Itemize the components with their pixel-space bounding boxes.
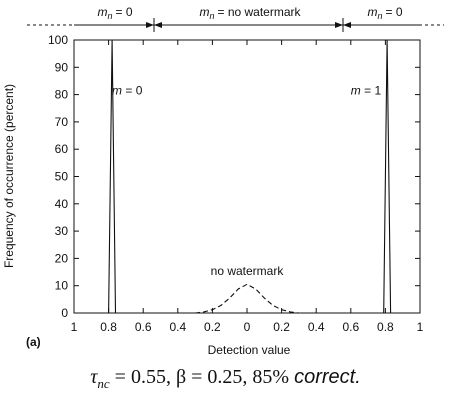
y-axis-label: Frequency of occurrence (percent): [2, 84, 16, 268]
x-tick-label: 0.2: [204, 320, 221, 334]
caption-tau-sub: nc: [97, 376, 110, 391]
y-tick-label: 60: [55, 142, 69, 156]
panel-label: (a): [26, 335, 41, 349]
x-tick-label: 0.8: [100, 320, 117, 334]
y-tick-label: 100: [48, 33, 68, 47]
x-axis-label: Detection value: [208, 343, 291, 357]
y-tick-label: 20: [55, 251, 69, 265]
region-label-right: mn = 0: [367, 5, 402, 21]
y-tick-label: 10: [55, 279, 69, 293]
annotation-label: m = 0: [112, 84, 143, 98]
arrow-right-to-threshold: [343, 22, 351, 28]
y-tick-label: 70: [55, 115, 69, 129]
caption-tau: τ: [90, 366, 98, 388]
annotation-label: no watermark: [211, 264, 285, 278]
x-tick-label: 1: [417, 320, 424, 334]
y-tick-label: 50: [55, 170, 69, 184]
x-tick-label: 0.6: [342, 320, 359, 334]
x-tick-label: 0.2: [273, 320, 290, 334]
arrow-middle-left: [154, 22, 162, 28]
arrow-middle-right: [335, 22, 343, 28]
region-indicator: mn = 0 mn = no watermark mn = 0: [27, 5, 444, 32]
caption-word: correct.: [294, 366, 361, 388]
x-tick-label: 0.4: [308, 320, 325, 334]
region-label-left: mn = 0: [97, 5, 132, 21]
y-axis-ticks: 0 10 20 30 40 50 60 70 80 90 100: [48, 33, 420, 320]
x-tick-label: 0: [244, 320, 251, 334]
caption-math: = 0.55, β = 0.25, 85%: [109, 366, 295, 388]
y-tick-label: 0: [61, 306, 68, 320]
x-tick-label: 1: [71, 320, 78, 334]
series-line-m-0: [108, 39, 119, 314]
arrow-left-to-threshold: [146, 22, 154, 28]
x-tick-label: 0.8: [377, 320, 394, 334]
series-line-m-1: [380, 39, 392, 314]
y-tick-label: 30: [55, 224, 69, 238]
region-label-middle: mn = no watermark: [199, 5, 301, 21]
y-tick-label: 80: [55, 88, 69, 102]
x-tick-label: 0.4: [169, 320, 186, 334]
figure-caption: τnc = 0.55, β = 0.25, 85% correct.: [0, 366, 451, 392]
detection-chart: mn = 0 mn = no watermark mn = 0 01020304050…: [2, 5, 444, 357]
annotation-label: m = 1: [351, 84, 382, 98]
y-tick-label: 40: [55, 197, 69, 211]
x-tick-label: 0.6: [135, 320, 152, 334]
y-tick-label: 90: [55, 60, 69, 74]
x-axis-ticks: 1 0.8 0.6 0.4 0.2 0 0.2 0.4 0.6 0.8 1: [71, 40, 424, 334]
series-line-no-watermark: [195, 283, 299, 314]
chart-series: [108, 39, 392, 314]
chart-annotations: m = 0 m = 1 no watermark: [112, 84, 381, 278]
